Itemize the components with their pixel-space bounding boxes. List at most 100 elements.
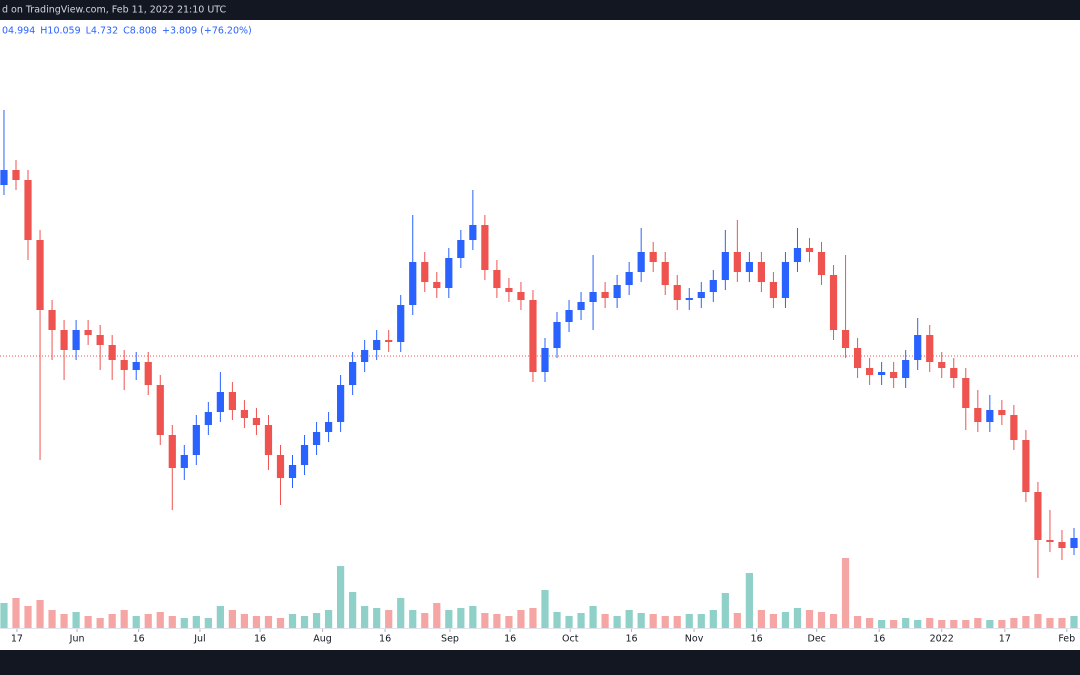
candle-body [12, 170, 20, 180]
candle-body [445, 258, 453, 288]
volume-bar [192, 616, 200, 628]
candle-body [998, 410, 1006, 415]
candle-body [433, 282, 441, 288]
volume-bar [397, 598, 405, 628]
x-tick-label: Oct [562, 634, 579, 645]
volume-bar [938, 620, 946, 628]
ohlc-value: L4.732 [86, 26, 119, 37]
candle-body [216, 392, 224, 412]
volume-bar [902, 618, 910, 628]
volume-bar [709, 610, 717, 628]
x-tick-label: 16 [751, 634, 763, 645]
candle-body [300, 445, 309, 465]
candle-body [24, 180, 32, 240]
candle-body [349, 362, 357, 385]
volume-bar [1070, 616, 1078, 628]
candle-body [132, 362, 140, 370]
volume-bar [228, 610, 237, 628]
candle-body [48, 310, 56, 330]
candle-body [721, 252, 729, 280]
volume-bar [1046, 618, 1054, 628]
candle-body [565, 310, 573, 322]
candle-body [890, 372, 898, 378]
candle-body [589, 292, 597, 302]
ohlc-legend: 04.994 H10.059 L4.732 C8.808 +3.809 (+76.20%… [2, 26, 252, 37]
candle-body [228, 392, 237, 410]
volume-bar [625, 610, 633, 628]
volume-bar [493, 614, 501, 628]
volume-bar [637, 613, 645, 628]
candle-body [120, 360, 128, 370]
candle-body [649, 252, 657, 262]
volume-bar [288, 614, 297, 628]
candle-body [240, 410, 249, 418]
candle-body [926, 335, 934, 362]
volume-bar [541, 590, 549, 628]
candle-body [733, 252, 741, 272]
candle-body [673, 285, 681, 300]
volume-bar [745, 573, 753, 628]
candle-body [793, 248, 802, 262]
candle-body [1046, 540, 1054, 542]
ohlc-value: C8.808 [123, 26, 157, 37]
candle-body [264, 425, 273, 455]
x-tick-label: 17 [999, 634, 1011, 645]
candle-body [72, 330, 80, 350]
ohlc-value: +3.809 (+76.20%) [162, 26, 252, 37]
candle-body [469, 225, 477, 240]
candle-body [493, 270, 501, 288]
volume-bar [505, 616, 513, 628]
volume-bar [409, 610, 417, 628]
volume-bar [697, 614, 705, 628]
volume-bar [312, 613, 321, 628]
volume-bar [589, 606, 597, 628]
candle-body [661, 262, 669, 285]
volume-bar [553, 612, 561, 628]
volume-bar [445, 610, 453, 628]
volume-bar [998, 620, 1006, 628]
candle-body [409, 262, 417, 305]
candle-body [1058, 542, 1066, 548]
volume-bar [276, 618, 285, 628]
candle-body [986, 410, 994, 422]
candle-body [168, 435, 176, 468]
x-tick-label: Jun [69, 634, 85, 645]
volume-bar [529, 608, 537, 628]
candle-body [385, 340, 393, 342]
volume-bar [216, 606, 224, 628]
candle-body [709, 280, 717, 292]
candle-body [853, 348, 862, 368]
volume-bar [72, 612, 80, 628]
x-tick-label: 2022 [930, 634, 954, 645]
candle-body [60, 330, 68, 350]
candle-body [1034, 492, 1042, 540]
candle-body [192, 425, 200, 455]
ohlc-value: 04.994 [2, 26, 35, 37]
volume-bar [613, 616, 621, 628]
volume-bar [433, 603, 441, 628]
volume-bar [841, 558, 850, 628]
volume-bar [469, 606, 477, 628]
candle-body [517, 292, 525, 300]
volume-bar [0, 603, 8, 628]
candle-body [144, 362, 152, 385]
candle-body [457, 240, 465, 258]
volume-bar [349, 592, 357, 628]
candle-body [637, 252, 645, 272]
candle-body [1070, 538, 1078, 548]
candle-body [252, 418, 261, 425]
volume-bar [1058, 618, 1066, 628]
x-tick-label: Nov [685, 634, 704, 645]
candle-body [180, 455, 188, 468]
candle-body [505, 288, 513, 292]
x-tick-label: 16 [873, 634, 885, 645]
candle-body [108, 345, 116, 360]
volume-bar [84, 616, 92, 628]
candle-body [601, 292, 609, 298]
candle-body [288, 465, 297, 478]
top-bar [0, 0, 1080, 20]
candle-body [553, 322, 561, 348]
volume-bar [252, 616, 261, 628]
x-tick-label: 16 [254, 634, 266, 645]
volume-bar [36, 600, 44, 628]
